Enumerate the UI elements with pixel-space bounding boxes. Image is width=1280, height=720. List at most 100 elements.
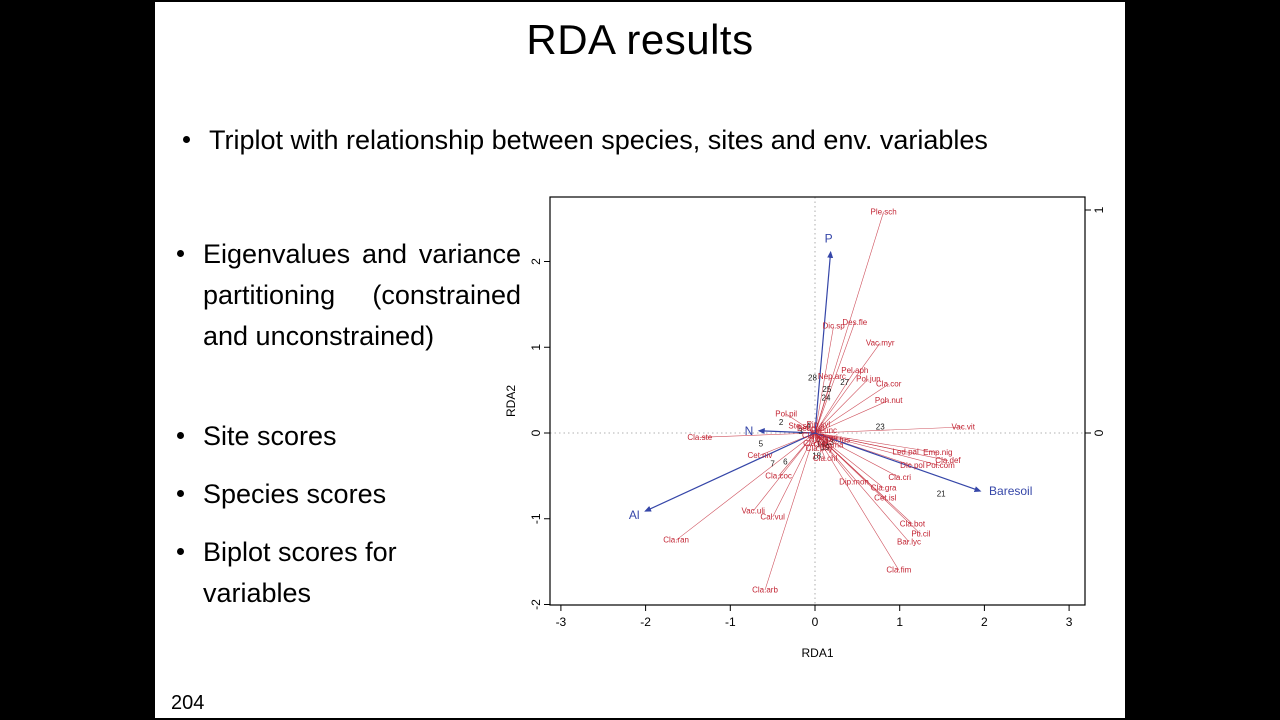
svg-text:Cla.cer: Cla.cer: [803, 439, 829, 448]
bullet-item-biplot-scores: Biplot scores for variables: [177, 532, 483, 614]
svg-text:RDA2: RDA2: [505, 385, 518, 417]
svg-text:Pol.pil: Pol.pil: [775, 410, 797, 419]
bullet-marker: [177, 432, 184, 439]
svg-text:-1: -1: [529, 513, 543, 524]
svg-text:3: 3: [798, 427, 803, 436]
svg-text:Ple.sch: Ple.sch: [870, 207, 896, 216]
svg-text:2: 2: [779, 418, 784, 427]
svg-text:Des.fle: Des.fle: [842, 318, 867, 327]
svg-text:13: 13: [825, 438, 834, 447]
svg-text:Vac.vit: Vac.vit: [952, 422, 976, 431]
svg-text:Cla.coc: Cla.coc: [765, 471, 792, 480]
svg-text:0: 0: [812, 615, 819, 629]
svg-text:Cla.bot: Cla.bot: [900, 519, 926, 528]
bullet-marker: [177, 250, 184, 257]
svg-text:-2: -2: [529, 599, 543, 610]
svg-text:6: 6: [783, 458, 788, 467]
svg-text:Vac.myr: Vac.myr: [866, 338, 895, 347]
svg-text:19: 19: [821, 443, 830, 452]
bullet-marker: [177, 490, 184, 497]
rda-triplot-chart: 28 27 25 24 2 23 5 6 7 21 18 19 13 14 3 4 Ple.sch Des.fle…: [504, 186, 1106, 686]
svg-text:Cla.unc: Cla.unc: [810, 426, 837, 435]
svg-text:27: 27: [840, 378, 849, 387]
svg-text:Hyl.spl: Hyl.spl: [809, 435, 833, 444]
svg-text:Baresoil: Baresoil: [989, 484, 1032, 498]
bullet-text: Species scores: [203, 479, 387, 509]
svg-text:-3: -3: [556, 615, 567, 629]
bullet-text: Site scores: [203, 421, 337, 451]
svg-text:28: 28: [808, 374, 817, 383]
svg-text:Cla.phy: Cla.phy: [806, 444, 833, 453]
bullet-item-eigenvalues: Eigenvalues and variance partitioning (c…: [177, 234, 521, 357]
svg-text:Pol.com: Pol.com: [926, 461, 955, 470]
svg-text:7: 7: [770, 459, 775, 468]
svg-text:Bet.pub: Bet.pub: [797, 424, 825, 433]
svg-text:23: 23: [876, 422, 885, 431]
svg-text:Cla.cor: Cla.cor: [876, 380, 902, 389]
svg-text:Dic.fus: Dic.fus: [826, 435, 850, 444]
svg-text:Cla.ste: Cla.ste: [687, 433, 712, 442]
bullet-marker: [183, 136, 190, 143]
svg-text:0: 0: [529, 429, 543, 436]
svg-text:Pel.aph: Pel.aph: [841, 366, 868, 375]
svg-text:Bar.lyc: Bar.lyc: [897, 537, 921, 546]
svg-text:Pol.jun: Pol.jun: [856, 374, 880, 383]
svg-text:25: 25: [822, 385, 831, 394]
bullet-text: Triplot with relationship between specie…: [209, 125, 988, 155]
svg-text:Cla.fim: Cla.fim: [886, 566, 911, 575]
svg-text:-1: -1: [725, 615, 736, 629]
svg-text:14: 14: [816, 440, 825, 449]
svg-text:4: 4: [806, 422, 811, 431]
bullet-marker: [177, 548, 184, 555]
svg-text:Dic.sp: Dic.sp: [823, 321, 846, 330]
svg-text:Vac.uli: Vac.uli: [741, 507, 765, 516]
svg-text:0: 0: [1092, 429, 1105, 436]
bullet-text: Eigenvalues and variance partitioning (c…: [203, 239, 521, 351]
svg-text:24: 24: [822, 393, 831, 402]
svg-text:Ste.sp: Ste.sp: [788, 422, 811, 431]
svg-text:Cal.vul: Cal.vul: [760, 513, 785, 522]
svg-text:N: N: [745, 424, 754, 438]
svg-text:Cla.ama: Cla.ama: [814, 441, 844, 450]
svg-text:Cla.gra: Cla.gra: [871, 483, 897, 492]
svg-text:Cet.isl: Cet.isl: [874, 494, 896, 503]
page-number: 204: [171, 692, 205, 714]
svg-text:Cla.arb: Cla.arb: [752, 585, 778, 594]
svg-text:3: 3: [1066, 615, 1073, 629]
svg-text:-2: -2: [640, 615, 651, 629]
svg-text:1: 1: [896, 615, 903, 629]
svg-text:2: 2: [981, 615, 988, 629]
slide-title: RDA results: [526, 16, 754, 63]
svg-text:Cla.def: Cla.def: [935, 456, 961, 465]
bullet-text: Biplot scores for variables: [203, 537, 397, 608]
svg-text:Pti.cil: Pti.cil: [911, 530, 930, 539]
svg-text:1: 1: [529, 344, 543, 351]
bullet-item-species-scores: Species scores: [177, 474, 386, 515]
svg-text:Cla.chl: Cla.chl: [813, 454, 838, 463]
svg-text:Cla.sp: Cla.sp: [802, 431, 825, 440]
svg-text:18: 18: [812, 452, 821, 461]
svg-text:Pin.syl: Pin.syl: [807, 420, 831, 429]
svg-text:P: P: [825, 231, 833, 245]
svg-text:RDA1: RDA1: [801, 646, 833, 660]
svg-text:Led.pal: Led.pal: [893, 447, 919, 456]
svg-text:Dic.pol: Dic.pol: [900, 461, 925, 470]
slide: RDA results Triplot with relationship be…: [155, 2, 1125, 718]
svg-text:1: 1: [1092, 206, 1105, 213]
svg-text:Dip.mon: Dip.mon: [839, 477, 869, 486]
svg-text:Emp.nig: Emp.nig: [923, 448, 952, 457]
svg-text:Poh.nut: Poh.nut: [875, 396, 903, 405]
svg-text:Nep.arc: Nep.arc: [818, 372, 846, 381]
svg-text:21: 21: [937, 489, 946, 498]
svg-text:Ich.eri: Ich.eri: [816, 433, 838, 442]
svg-text:Cla.ran: Cla.ran: [663, 536, 689, 545]
svg-text:Al: Al: [629, 508, 640, 522]
svg-text:2: 2: [529, 258, 543, 265]
svg-text:Cla.cri: Cla.cri: [888, 473, 911, 482]
svg-text:5: 5: [759, 440, 764, 449]
bullet-item-triplot: Triplot with relationship between specie…: [183, 120, 1054, 161]
bullet-item-site-scores: Site scores: [177, 416, 337, 457]
svg-text:Cet.niv: Cet.niv: [747, 451, 772, 460]
